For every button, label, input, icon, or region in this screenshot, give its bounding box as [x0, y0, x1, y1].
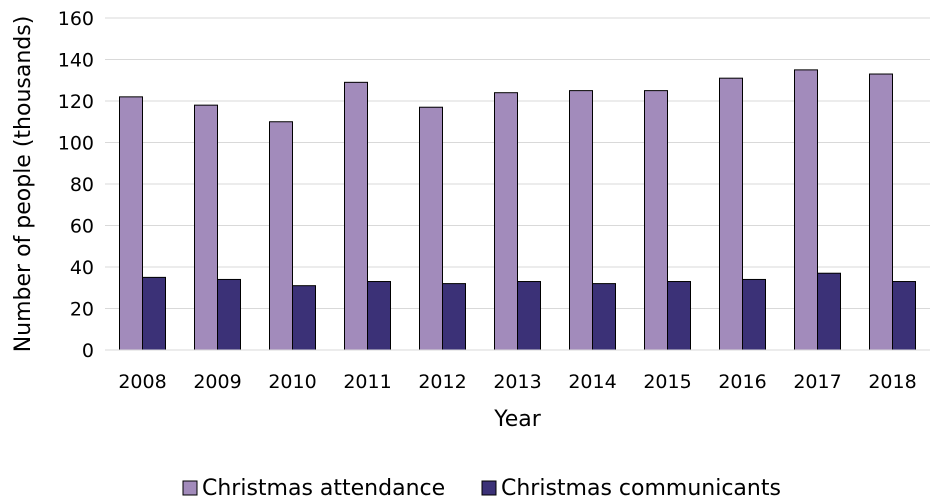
- x-tick-label: 2010: [268, 371, 316, 393]
- x-tick-label: 2016: [718, 371, 766, 393]
- y-tick-label: 120: [58, 91, 94, 113]
- bar-communicants: [517, 281, 541, 351]
- bar-communicants: [367, 281, 391, 351]
- bar-attendance: [644, 90, 668, 351]
- x-tick-label: 2011: [343, 371, 391, 393]
- bar-communicants: [217, 278, 241, 351]
- legend-item: Christmas communicants: [481, 476, 781, 501]
- bar-communicants: [292, 285, 316, 351]
- bar-communicants: [667, 281, 691, 351]
- y-tick-label: 0: [82, 340, 94, 362]
- legend-swatch: [182, 480, 198, 496]
- y-tick-label: 60: [70, 216, 94, 238]
- x-tick-label: 2009: [193, 371, 241, 393]
- y-tick-label: 40: [70, 257, 94, 279]
- bar-attendance: [119, 96, 143, 351]
- bar-attendance: [569, 90, 593, 351]
- bars: [119, 69, 916, 351]
- legend-item: Christmas attendance: [182, 476, 445, 501]
- bar-attendance: [344, 81, 368, 351]
- x-tick-label: 2017: [793, 371, 841, 393]
- bar-communicants: [817, 272, 841, 351]
- legend-swatch: [481, 480, 497, 496]
- legend: Christmas attendance Christmas communican…: [182, 476, 781, 501]
- x-tick-label: 2013: [493, 371, 541, 393]
- x-tick-label: 2012: [418, 371, 466, 393]
- x-tick-label: 2008: [118, 371, 166, 393]
- legend-label: Christmas communicants: [501, 476, 781, 501]
- x-tick-label: 2018: [868, 371, 916, 393]
- bar-attendance: [719, 77, 743, 351]
- bar-attendance: [494, 92, 518, 351]
- y-axis-ticks: 0 20 40 60 80 100 120 140 160: [58, 8, 94, 362]
- bar-attendance: [869, 73, 893, 351]
- legend-label: Christmas attendance: [202, 476, 445, 501]
- x-tick-label: 2015: [643, 371, 691, 393]
- x-tick-label: 2014: [568, 371, 616, 393]
- y-tick-label: 80: [70, 174, 94, 196]
- y-tick-label: 100: [58, 133, 94, 155]
- x-axis-ticks: 2008 2009 2010 2011 2012 2013 2014 2015 2016 2017…: [118, 371, 916, 393]
- y-tick-label: 140: [58, 50, 94, 72]
- bar-attendance: [419, 106, 443, 351]
- bar-attendance: [269, 121, 293, 351]
- y-tick-label: 160: [58, 8, 94, 30]
- bar-communicants: [142, 276, 166, 351]
- bar-communicants: [742, 278, 766, 351]
- bar-attendance: [794, 69, 818, 351]
- x-axis-title: Year: [493, 407, 542, 432]
- y-axis-title: Number of people (thousands): [11, 16, 36, 353]
- y-tick-label: 20: [70, 299, 94, 321]
- bar-communicants: [592, 283, 616, 351]
- bar-communicants: [442, 283, 466, 351]
- bar-communicants: [892, 281, 916, 351]
- bar-attendance: [194, 104, 218, 351]
